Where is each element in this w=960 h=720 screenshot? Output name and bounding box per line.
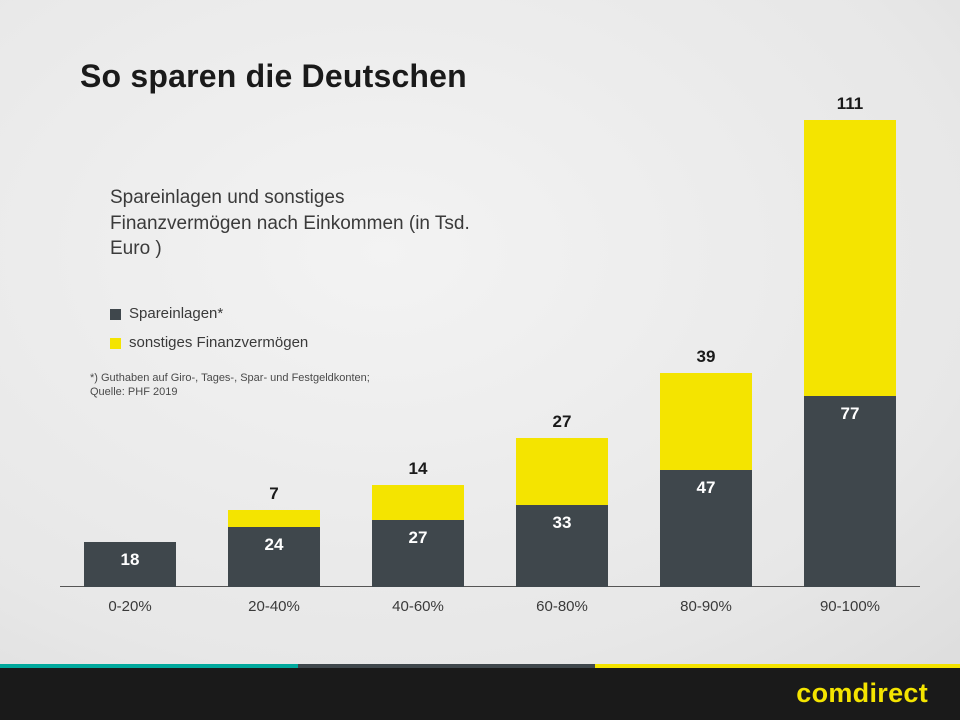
bar-top-label: 27 bbox=[502, 412, 622, 432]
brand-logo-text: comdirect bbox=[796, 678, 928, 709]
plot-area: 180-20%24720-40%271440-60%332760-80%4739… bbox=[60, 90, 920, 587]
bar-value-label: 24 bbox=[228, 535, 320, 555]
footer-stripe-dark bbox=[298, 664, 596, 668]
chart-area: 18 0-20% 24 7 20-40% 27 14 40-60% 33 27 60-80% 47 39… bbox=[60, 90, 920, 615]
stage: So sparen die Deutschen Spareinlagen und… bbox=[0, 0, 960, 720]
bar-value-label: 27 bbox=[372, 528, 464, 548]
category-label: 0-20% bbox=[70, 598, 190, 615]
bar-top-label: 39 bbox=[646, 347, 766, 367]
bar-sonstiges bbox=[516, 438, 608, 505]
bar-value-label: 33 bbox=[516, 513, 608, 533]
bar-spareinlagen: 24 bbox=[228, 527, 320, 587]
bar-sonstiges bbox=[372, 485, 464, 520]
bar-top-label: 14 bbox=[358, 459, 478, 479]
bar-sonstiges bbox=[228, 510, 320, 527]
bar-spareinlagen: 18 bbox=[84, 542, 176, 587]
bar-spareinlagen: 47 bbox=[660, 470, 752, 587]
category-label: 80-90% bbox=[646, 598, 766, 615]
bar-top-label: 7 bbox=[214, 484, 334, 504]
bar-top-label: 111 bbox=[790, 94, 910, 114]
footer-stripe-yellow bbox=[595, 664, 960, 668]
category-label: 20-40% bbox=[214, 598, 334, 615]
x-axis-line bbox=[60, 586, 920, 587]
bar-value-label: 77 bbox=[804, 404, 896, 424]
footer-bar: comdirect bbox=[0, 664, 960, 720]
category-label: 90-100% bbox=[790, 598, 910, 615]
category-label: 60-80% bbox=[502, 598, 622, 615]
bar-spareinlagen: 77 bbox=[804, 396, 896, 587]
category-label: 40-60% bbox=[358, 598, 478, 615]
bar-spareinlagen: 33 bbox=[516, 505, 608, 587]
bar-value-label: 18 bbox=[84, 550, 176, 570]
footer-stripe-teal bbox=[0, 664, 298, 668]
bar-sonstiges bbox=[804, 120, 896, 396]
bar-sonstiges bbox=[660, 373, 752, 470]
bar-spareinlagen: 27 bbox=[372, 520, 464, 587]
bar-value-label: 47 bbox=[660, 478, 752, 498]
